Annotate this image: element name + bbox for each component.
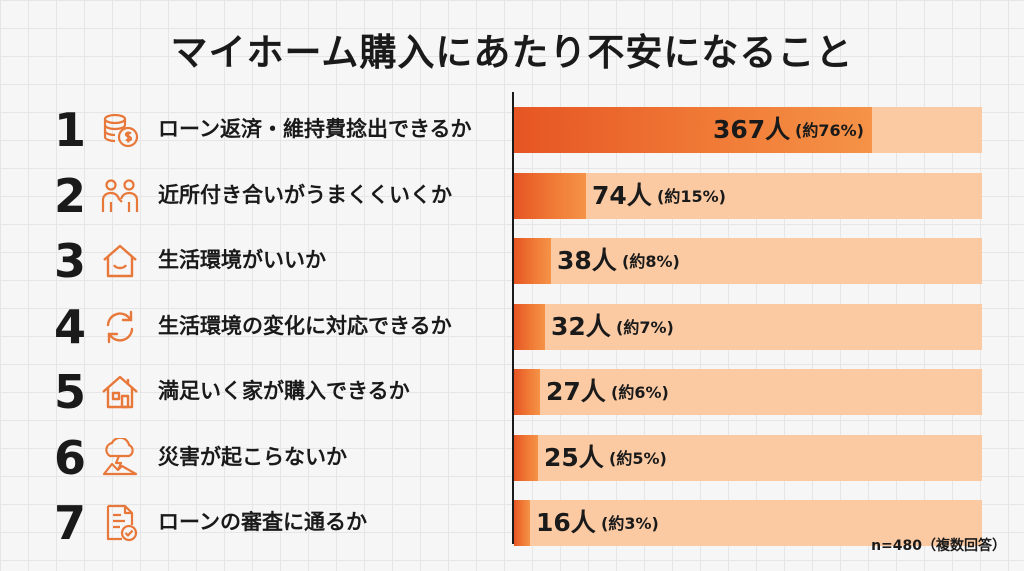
category-label: 生活環境がいいか <box>158 248 326 272</box>
category-label: ローンの審査に通るか <box>158 510 367 534</box>
category-label: 生活環境の変化に対応できるか <box>158 313 452 338</box>
bar <box>514 172 586 219</box>
percent-label: (約15%) <box>657 186 726 206</box>
count-label: 32人 <box>551 311 611 341</box>
rank-number: 1 <box>53 103 86 157</box>
count-label: 38人 <box>557 246 617 275</box>
people-icon <box>100 176 140 216</box>
house-icon <box>100 372 140 412</box>
chart-title: マイホーム購入にあたり不安になること <box>170 31 854 74</box>
bar <box>514 500 530 546</box>
smiling-house-icon <box>100 241 140 281</box>
percent-label: (約6%) <box>611 383 669 402</box>
rank-number: 7 <box>53 496 86 550</box>
rank-number: 5 <box>53 365 86 419</box>
bar <box>514 434 538 481</box>
document-check-icon <box>100 503 140 543</box>
axis-line <box>512 92 514 544</box>
storm-icon <box>100 437 140 478</box>
bar <box>514 369 540 415</box>
category-label: 近所付き合いがうまくくいくか <box>158 182 452 207</box>
category-label: 災害が起こらないか <box>158 444 347 469</box>
bar-track <box>514 500 982 546</box>
sample-note: n=480（複数回答） <box>871 538 1006 554</box>
refresh-icon <box>100 307 140 347</box>
rank-number: 6 <box>53 430 86 485</box>
rank-number: 4 <box>53 299 86 354</box>
percent-label: (約5%) <box>609 448 667 468</box>
bar-track <box>514 303 982 350</box>
percent-label: (約76%) <box>795 121 864 140</box>
count-label: 74人 <box>592 180 652 210</box>
bar <box>514 107 872 153</box>
percent-label: (約7%) <box>616 317 674 337</box>
bar <box>514 303 545 350</box>
percent-label: (約8%) <box>622 252 680 271</box>
bar-track <box>514 172 982 219</box>
rank-number: 3 <box>53 234 86 288</box>
bar-track <box>514 238 982 284</box>
count-label: 25人 <box>544 442 604 472</box>
category-label: ローン返済・維持費捻出できるか <box>158 117 472 141</box>
bar-track <box>514 434 982 481</box>
bar <box>514 238 551 284</box>
count-label: 16人 <box>536 508 596 537</box>
count-label: 27人 <box>546 377 606 406</box>
count-label: 367人 <box>713 115 791 144</box>
category-label: 満足いく家が購入できるか <box>158 379 410 403</box>
coins-icon <box>100 110 140 150</box>
percent-label: (約3%) <box>601 514 659 533</box>
rank-number: 2 <box>53 168 86 223</box>
bar-track <box>514 369 982 415</box>
